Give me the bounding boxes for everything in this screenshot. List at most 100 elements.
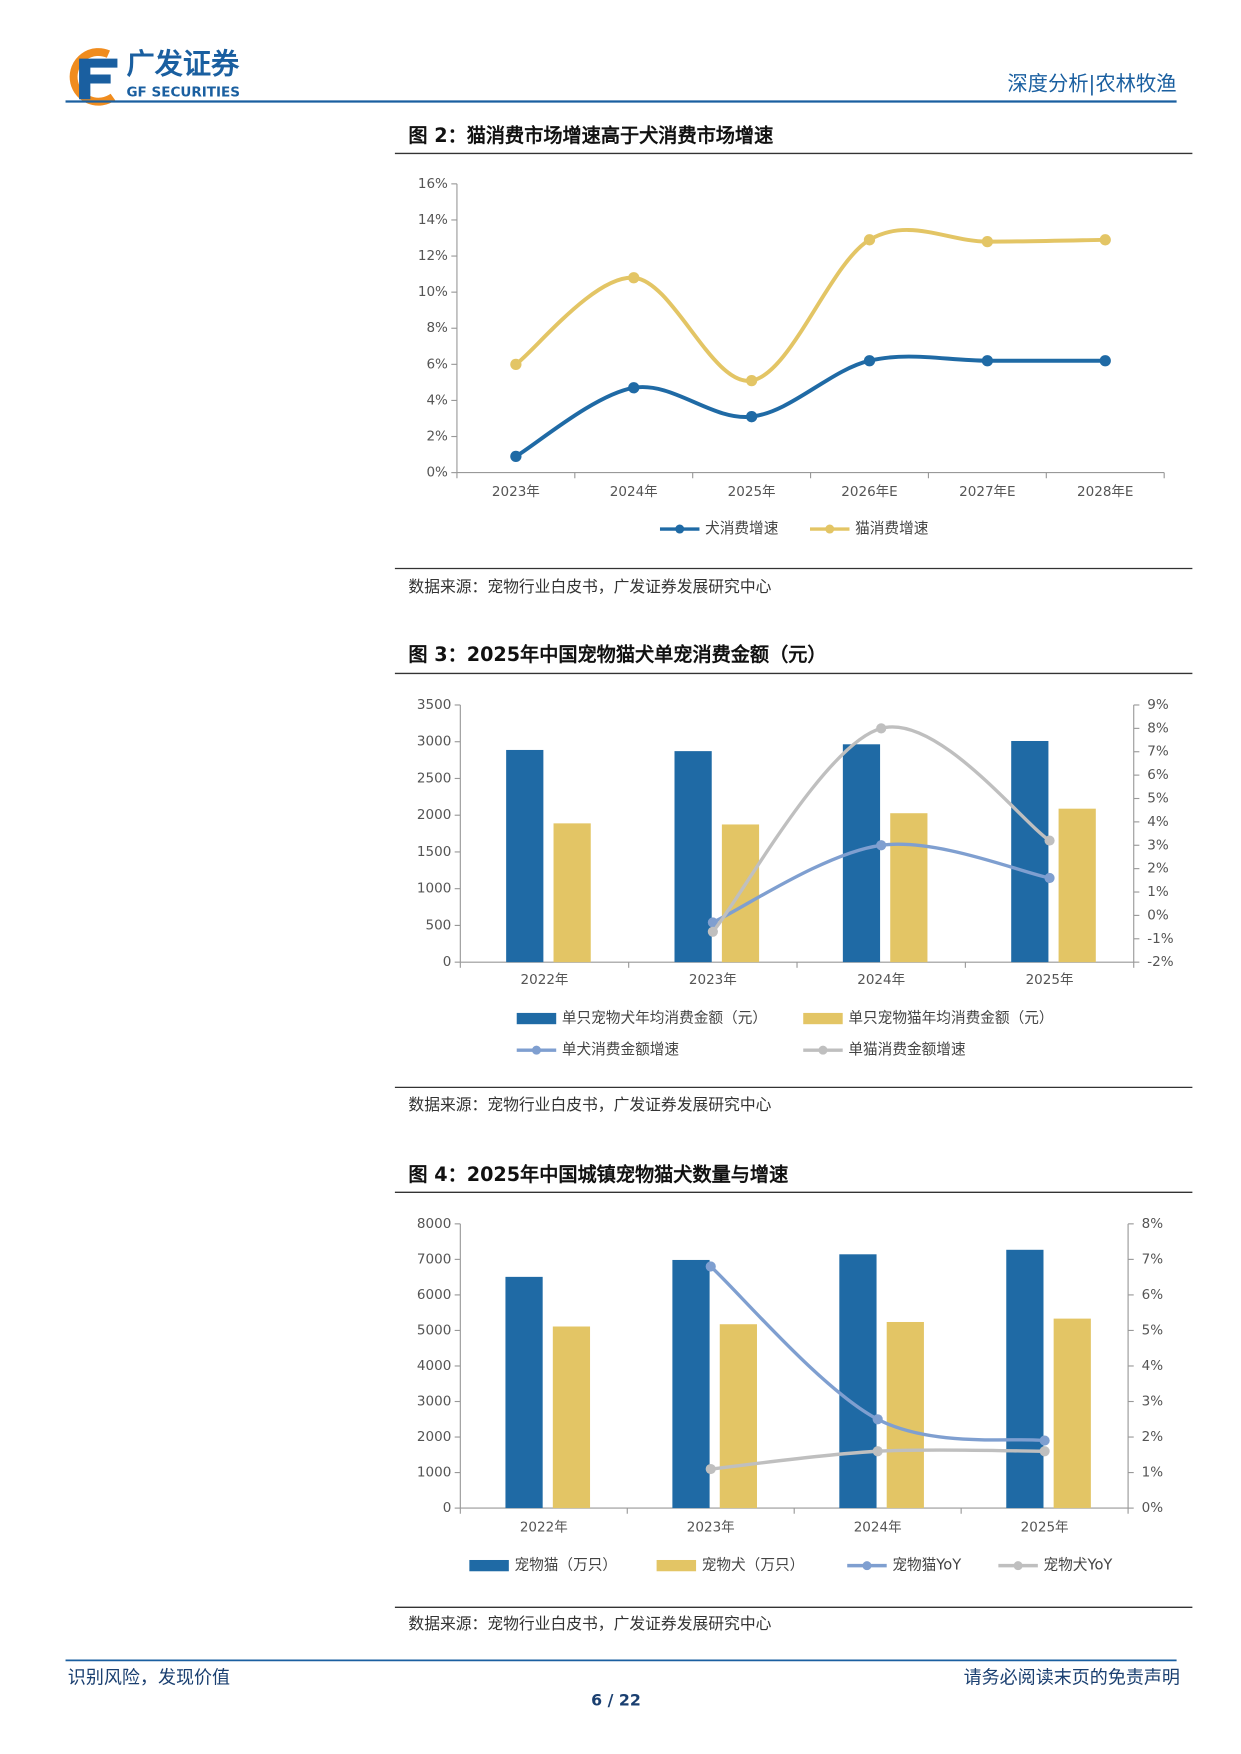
logo-en: GF SECURITIES <box>126 84 240 100</box>
bar <box>553 823 591 963</box>
x-tick-label: 2026年E <box>841 484 897 500</box>
legend-label: 单只宠物犬年均消费金额（元） <box>562 1010 767 1027</box>
y2-tick-label: 6% <box>1142 1287 1164 1303</box>
figure-source: 数据来源：宠物行业白皮书，广发证券发展研究中心 <box>408 577 771 596</box>
logo-cn: 广发证券 <box>126 47 240 80</box>
x-tick-label: 2023年 <box>689 972 737 988</box>
line-marker <box>863 234 876 246</box>
logo-f <box>79 58 118 100</box>
x-tick-label: 2025年 <box>1026 972 1074 988</box>
bar <box>1053 1318 1091 1509</box>
y-tick-label: 0 <box>443 1500 452 1516</box>
y-tick-label: 2000 <box>417 807 451 823</box>
y2-tick-label: 0% <box>1142 1500 1164 1516</box>
line-marker <box>1099 355 1111 367</box>
bar <box>672 1259 710 1509</box>
y2-tick-label: 1% <box>1147 884 1169 900</box>
figure-title: 图 2：猫消费市场增速高于犬消费市场增速 <box>408 124 773 147</box>
line-marker <box>1044 835 1055 846</box>
line-marker <box>745 411 758 423</box>
y2-tick-label: 3% <box>1142 1394 1164 1410</box>
figure-source: 数据来源：宠物行业白皮书，广发证券发展研究中心 <box>408 1614 771 1633</box>
line-marker <box>981 355 994 367</box>
x-tick-label: 2025年 <box>728 484 776 500</box>
legend-swatch <box>516 1012 557 1025</box>
y2-tick-label: 4% <box>1147 814 1169 830</box>
y-tick-label: 5000 <box>417 1322 451 1338</box>
y-tick-label: 1000 <box>417 1465 451 1481</box>
line-marker <box>628 382 640 394</box>
legend-label: 犬消费增速 <box>705 520 779 537</box>
y2-tick-label: 5% <box>1142 1322 1164 1338</box>
bar <box>1058 808 1096 963</box>
line-marker <box>745 374 758 387</box>
line-marker <box>872 1414 883 1425</box>
y-tick-label: 500 <box>425 917 451 933</box>
y2-tick-label: 2% <box>1147 861 1169 877</box>
legend-label: 宠物猫（万只） <box>514 1557 617 1574</box>
y2-tick-label: 9% <box>1147 697 1169 713</box>
legend-marker <box>818 1045 828 1055</box>
line-marker <box>628 272 640 284</box>
line-marker <box>981 235 994 248</box>
y2-tick-label: 8% <box>1142 1216 1164 1232</box>
legend-swatch <box>469 1559 509 1572</box>
y2-tick-label: 7% <box>1142 1251 1164 1267</box>
y-tick-label: 14% <box>418 212 448 228</box>
line-marker <box>707 917 718 928</box>
x-tick-label: 2023年 <box>492 484 540 500</box>
line-marker <box>872 1446 883 1457</box>
y2-tick-label: 4% <box>1142 1358 1164 1374</box>
y2-tick-label: 7% <box>1147 744 1169 760</box>
footer-right: 请务必阅读末页的免责声明 <box>964 1667 1180 1688</box>
line-series <box>711 725 1051 933</box>
legend-marker <box>675 524 685 534</box>
y-tick-label: 3000 <box>417 1394 451 1410</box>
x-tick-label: 2022年 <box>520 1519 568 1535</box>
x-tick-label: 2027年E <box>959 484 1015 500</box>
y2-tick-label: 5% <box>1147 791 1169 807</box>
figure-source: 数据来源：宠物行业白皮书，广发证券发展研究中心 <box>408 1095 771 1114</box>
x-tick-label: 2023年 <box>687 1519 735 1535</box>
y-tick-label: 3500 <box>417 697 451 713</box>
y-tick-label: 12% <box>418 248 448 264</box>
y2-tick-label: 2% <box>1142 1429 1164 1445</box>
y2-tick-label: -2% <box>1147 954 1173 970</box>
legend-marker <box>862 1561 872 1571</box>
bar <box>505 1276 543 1509</box>
legend-label: 宠物犬（万只） <box>702 1557 805 1574</box>
y-tick-label: 7000 <box>417 1251 451 1267</box>
legend-swatch <box>656 1559 697 1572</box>
legend-marker <box>825 524 835 534</box>
page-number: 6 / 22 <box>591 1690 641 1709</box>
y-tick-label: 4% <box>426 392 448 408</box>
bar <box>1011 740 1049 963</box>
y2-tick-label: 3% <box>1147 837 1169 853</box>
bar <box>674 751 712 963</box>
y-tick-label: 4000 <box>417 1358 451 1374</box>
line-series <box>514 228 1106 383</box>
y2-tick-label: 0% <box>1147 907 1169 923</box>
line-marker <box>1039 1446 1050 1457</box>
y-tick-label: 8% <box>426 320 448 336</box>
legend-label: 单猫消费金额增速 <box>848 1041 966 1058</box>
bar <box>719 1324 757 1509</box>
x-tick-label: 2028年E <box>1077 484 1133 500</box>
section-label: 深度分析|农林牧渔 <box>1007 72 1176 97</box>
legend-swatch <box>803 1012 843 1025</box>
y-tick-label: 6000 <box>417 1287 451 1303</box>
y-tick-label: 2000 <box>417 1429 451 1445</box>
y-tick-label: 6% <box>426 356 448 372</box>
y2-tick-label: 6% <box>1147 767 1169 783</box>
line-marker <box>705 1261 716 1272</box>
legend-label: 宠物犬YoY <box>1043 1557 1112 1574</box>
x-tick-label: 2024年 <box>857 972 905 988</box>
x-tick-label: 2024年 <box>610 484 658 500</box>
legend-label: 单犬消费金额增速 <box>562 1041 680 1058</box>
line-marker <box>510 358 522 370</box>
y-tick-label: 2500 <box>417 770 451 786</box>
figure-title: 图 3：2025年中国宠物猫犬单宠消费金额（元） <box>408 643 826 666</box>
line-marker <box>876 723 887 734</box>
footer-left: 识别风险，发现价值 <box>68 1667 230 1688</box>
